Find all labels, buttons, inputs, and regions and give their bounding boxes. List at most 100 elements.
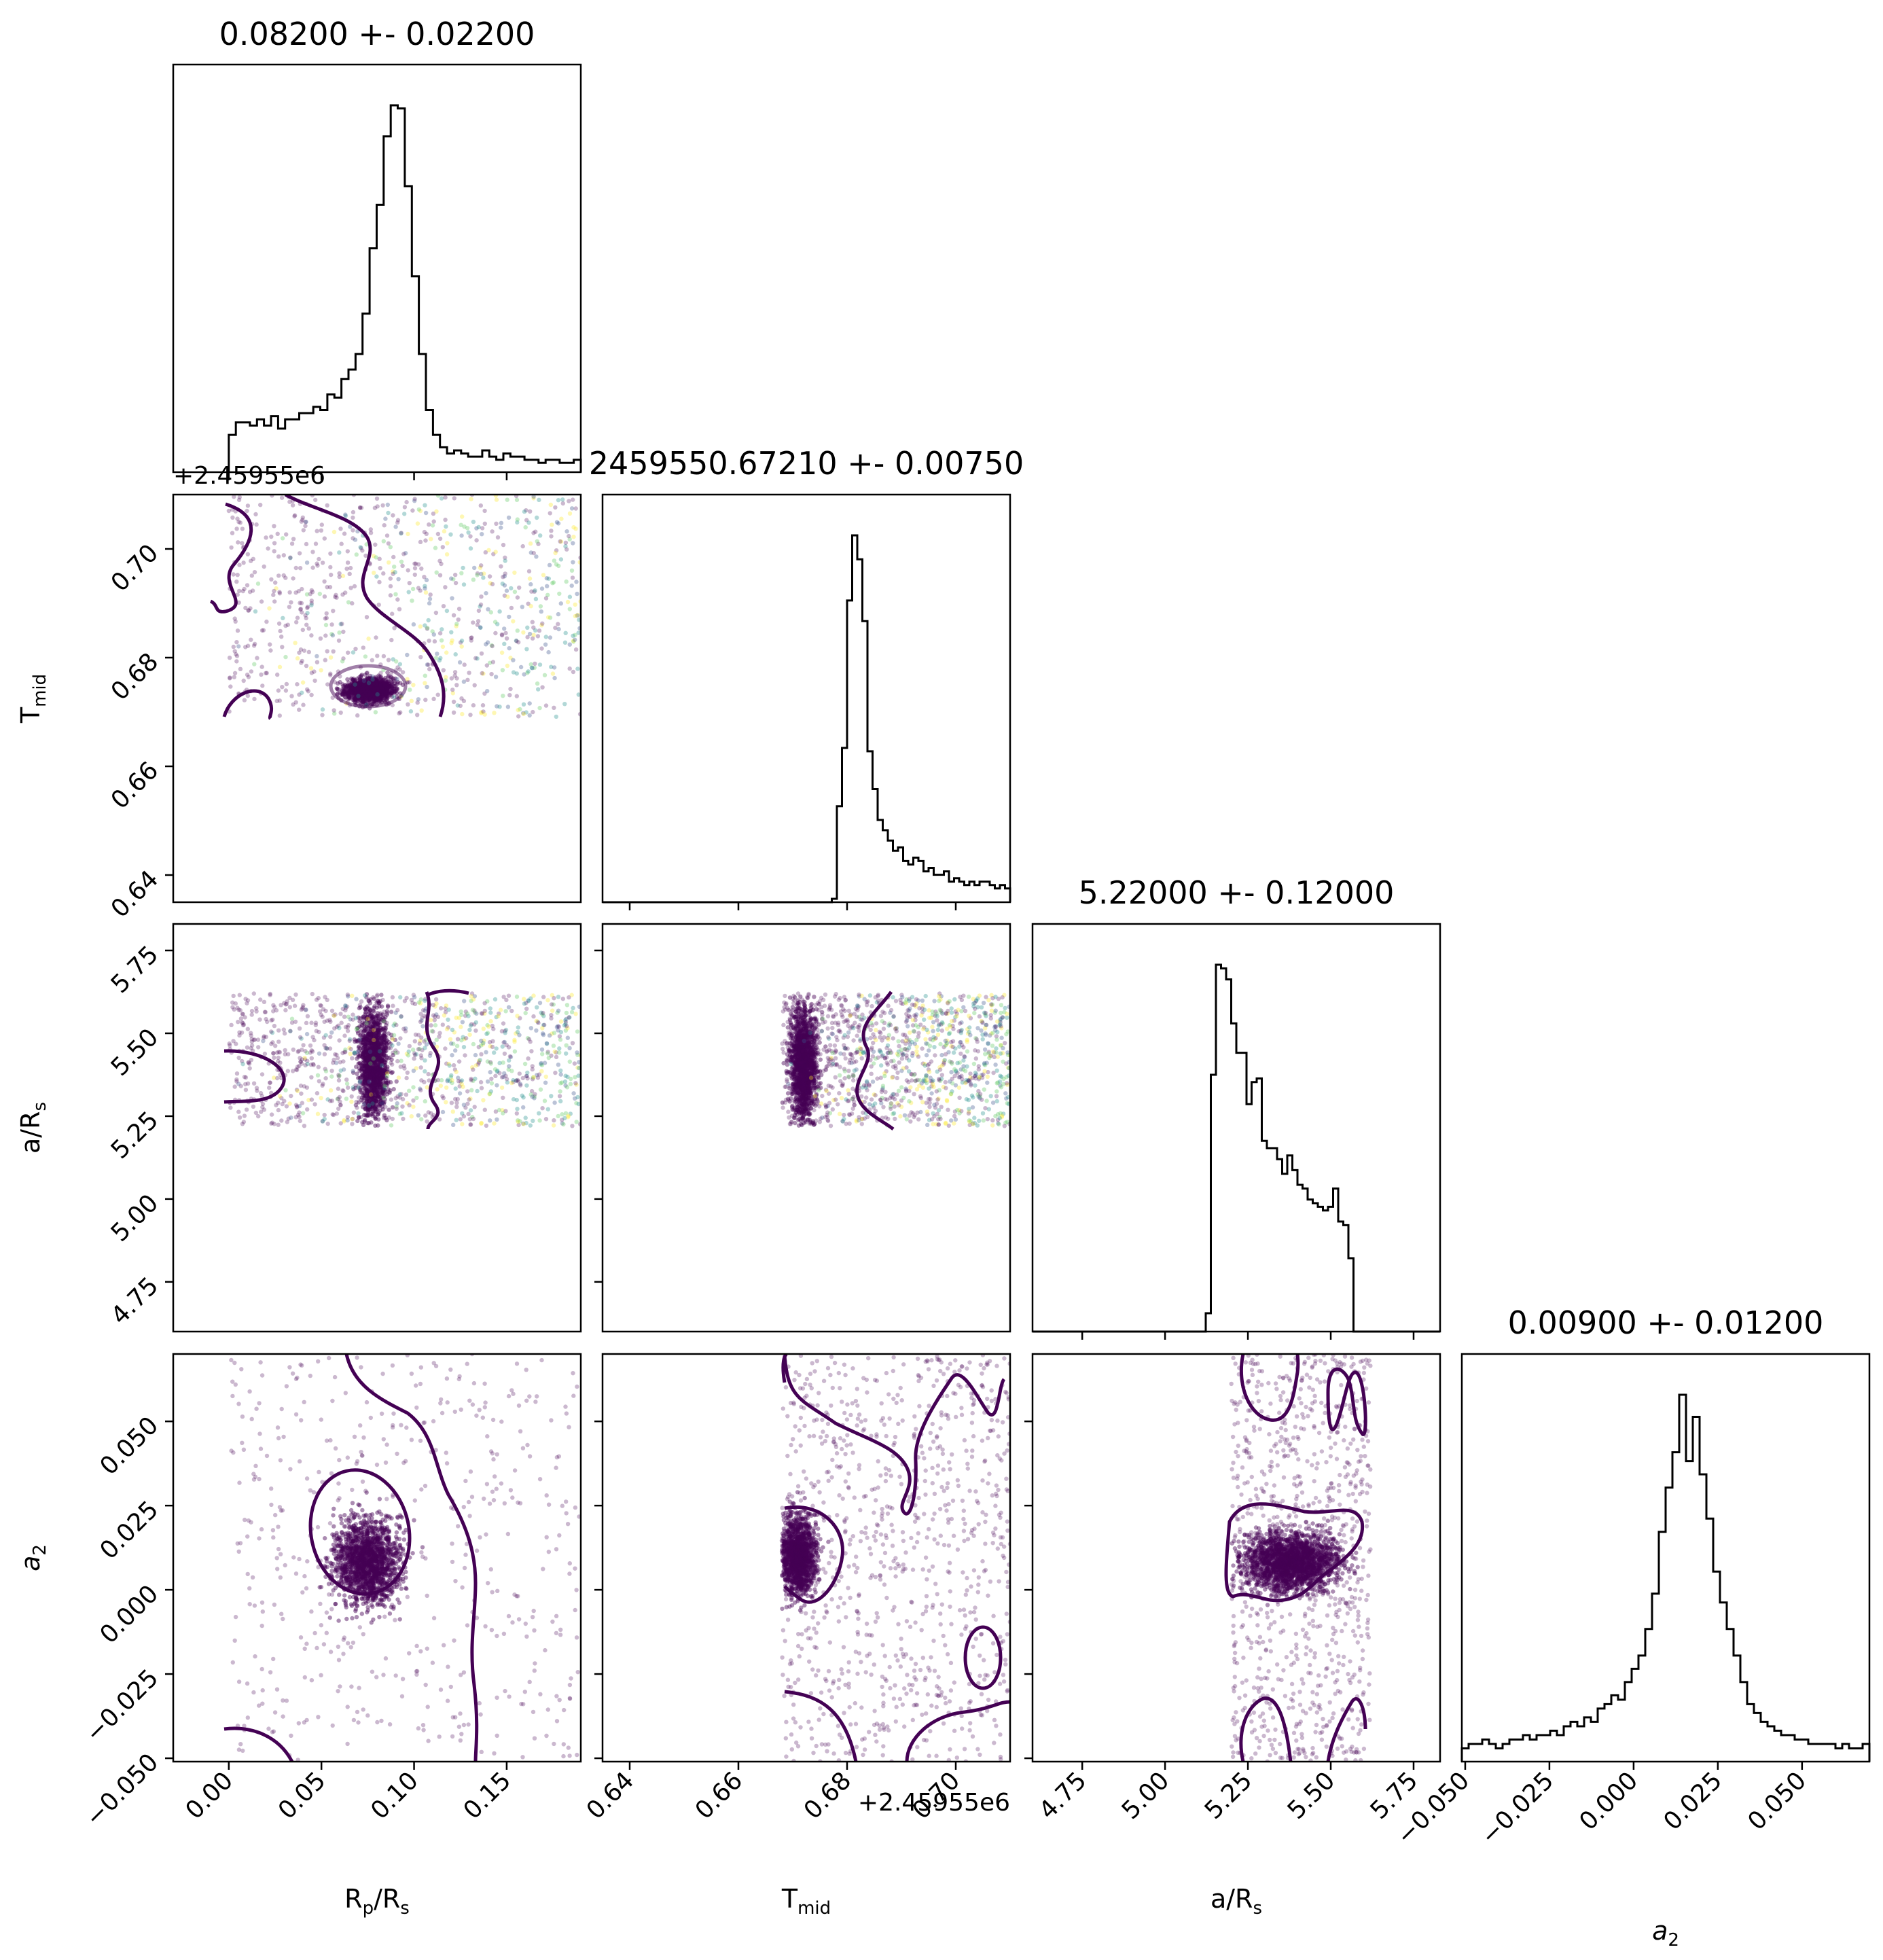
scatter-point bbox=[382, 1067, 387, 1073]
scatter-point bbox=[366, 688, 371, 692]
scatter-point bbox=[355, 689, 360, 694]
scatter-point bbox=[501, 995, 506, 999]
scatter-point bbox=[356, 685, 361, 690]
scatter-point bbox=[558, 1072, 563, 1077]
scatter-point bbox=[373, 1116, 378, 1121]
scatter-point bbox=[479, 711, 484, 715]
scatter-point bbox=[399, 1014, 404, 1019]
scatter-point bbox=[374, 684, 379, 689]
scatter-point bbox=[369, 685, 374, 690]
scatter-point bbox=[360, 693, 365, 698]
scatter-point bbox=[296, 589, 301, 594]
scatter-point bbox=[480, 526, 485, 531]
scatter-point bbox=[369, 690, 374, 694]
scatter-point bbox=[276, 573, 281, 578]
scatter-point bbox=[360, 681, 365, 686]
scatter-point bbox=[361, 693, 367, 698]
scatter-point bbox=[252, 641, 257, 646]
scatter-point bbox=[323, 1076, 328, 1081]
scatter-point bbox=[329, 1030, 334, 1035]
scatter-point bbox=[443, 585, 448, 590]
scatter-point bbox=[367, 682, 372, 687]
scatter-point bbox=[236, 644, 241, 649]
scatter-point bbox=[353, 696, 357, 701]
scatter-point bbox=[353, 685, 359, 690]
scatter-point bbox=[351, 1110, 357, 1115]
scatter-point bbox=[551, 1123, 556, 1128]
scatter-point bbox=[379, 688, 384, 692]
scatter-point bbox=[537, 1118, 542, 1123]
scatter-point bbox=[371, 682, 376, 687]
scatter-point bbox=[328, 551, 333, 556]
scatter-point bbox=[558, 1099, 563, 1104]
scatter-point bbox=[367, 1068, 372, 1073]
scatter-point bbox=[374, 993, 380, 999]
scatter-point bbox=[400, 670, 406, 675]
scatter-point bbox=[569, 1010, 575, 1015]
scatter-point bbox=[376, 686, 381, 692]
scatter-point bbox=[361, 691, 366, 696]
scatter-point bbox=[361, 1077, 366, 1082]
scatter-point bbox=[365, 690, 370, 694]
scatter-point bbox=[376, 686, 381, 691]
scatter-point bbox=[357, 1095, 361, 1100]
scatter-point bbox=[272, 1005, 277, 1010]
scatter-point bbox=[322, 594, 327, 599]
scatter-point bbox=[482, 712, 487, 717]
scatter-point bbox=[377, 692, 382, 697]
scatter-point bbox=[345, 692, 351, 696]
scatter-point bbox=[372, 683, 378, 688]
scatter-point bbox=[370, 690, 375, 695]
scatter-point bbox=[384, 690, 389, 695]
scatter-point bbox=[349, 691, 354, 696]
scatter-point bbox=[369, 1087, 374, 1092]
scatter-point bbox=[380, 683, 385, 688]
scatter-point bbox=[350, 601, 355, 606]
scatter-point bbox=[504, 1077, 509, 1082]
scatter-point bbox=[349, 693, 354, 698]
scatter-point bbox=[349, 685, 354, 690]
scatter-point bbox=[569, 583, 574, 588]
scatter-point bbox=[349, 1099, 354, 1104]
scatter-point bbox=[380, 689, 384, 694]
scatter-point bbox=[381, 1116, 387, 1120]
scatter-point bbox=[363, 993, 367, 998]
scatter-point bbox=[423, 538, 428, 543]
scatter-point bbox=[370, 677, 374, 682]
scatter-point bbox=[531, 496, 536, 501]
scatter-point bbox=[537, 1111, 541, 1116]
scatter-point bbox=[395, 597, 400, 602]
scatter-point bbox=[546, 615, 551, 620]
scatter-point bbox=[366, 1071, 372, 1076]
scatter-point bbox=[380, 685, 384, 690]
scatter-point bbox=[357, 681, 362, 686]
scatter-point bbox=[556, 521, 561, 526]
scatter-point bbox=[467, 1032, 472, 1037]
scatter-point bbox=[380, 1063, 384, 1068]
scatter-point bbox=[297, 1026, 302, 1031]
histogram-a2 bbox=[1460, 1393, 1871, 1762]
scatter-point bbox=[359, 696, 364, 701]
scatter-point bbox=[376, 1001, 382, 1006]
scatter-point bbox=[454, 1101, 459, 1105]
scatter-point bbox=[359, 1033, 363, 1037]
scatter-point bbox=[366, 691, 371, 696]
scatter-point bbox=[537, 628, 542, 633]
scatter-point bbox=[363, 1058, 368, 1063]
scatter-point bbox=[309, 601, 314, 606]
scatter-point bbox=[259, 628, 265, 633]
scatter-point bbox=[351, 681, 356, 686]
scatter-point bbox=[361, 1045, 366, 1050]
scatter-point bbox=[507, 1058, 512, 1063]
scatter-point bbox=[376, 690, 381, 694]
scatter-point bbox=[301, 702, 306, 707]
scatter-point bbox=[376, 700, 381, 705]
scatter-point bbox=[423, 1046, 427, 1050]
scatter-point bbox=[482, 1107, 487, 1112]
scatter-point bbox=[353, 679, 357, 685]
scatter-point bbox=[304, 1020, 309, 1026]
scatter-point bbox=[365, 686, 370, 691]
scatter-point bbox=[346, 650, 351, 655]
scatter-point bbox=[374, 685, 378, 690]
scatter-point bbox=[354, 687, 359, 692]
